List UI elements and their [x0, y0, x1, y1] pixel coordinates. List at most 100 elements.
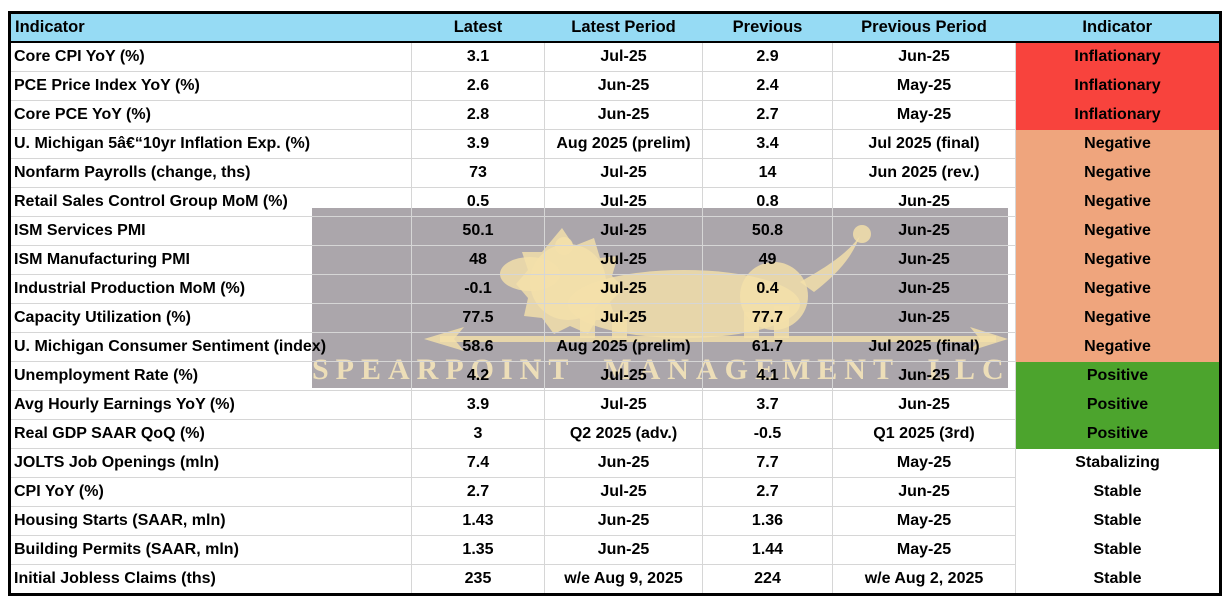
- latest-period-cell: Jul-25: [544, 390, 703, 420]
- previous-period-cell: Jul 2025 (final): [832, 332, 1016, 362]
- previous-period-cell: May-25: [832, 448, 1016, 478]
- table-wrapper: Indicator Latest Latest Period Previous …: [8, 11, 1222, 596]
- table-row: Nonfarm Payrolls (change, ths) 73 Jul-25…: [9, 158, 1221, 188]
- previous-period-cell: May-25: [832, 71, 1016, 101]
- previous-period-cell: Jun-25: [832, 303, 1016, 333]
- header-status: Indicator: [1015, 12, 1221, 43]
- table-row: Initial Jobless Claims (ths) 235 w/e Aug…: [9, 564, 1221, 595]
- status-cell: Stable: [1015, 506, 1221, 536]
- latest-period-cell: Jul-25: [544, 216, 703, 246]
- latest-period-cell: Jul-25: [544, 361, 703, 391]
- previous-period-cell: Jul 2025 (final): [832, 129, 1016, 159]
- latest-value-cell: 1.43: [411, 506, 545, 536]
- table-row: Retail Sales Control Group MoM (%) 0.5 J…: [9, 187, 1221, 217]
- table-row: Industrial Production MoM (%) -0.1 Jul-2…: [9, 274, 1221, 304]
- previous-value-cell: 61.7: [702, 332, 833, 362]
- status-cell: Negative: [1015, 216, 1221, 246]
- previous-value-cell: 2.7: [702, 477, 833, 507]
- latest-period-cell: Jul-25: [544, 477, 703, 507]
- table-row: ISM Services PMI 50.1 Jul-25 50.8 Jun-25…: [9, 216, 1221, 246]
- indicator-name-cell: CPI YoY (%): [9, 477, 412, 507]
- status-cell: Negative: [1015, 332, 1221, 362]
- economic-indicators-table: Indicator Latest Latest Period Previous …: [8, 11, 1222, 596]
- latest-value-cell: 3.9: [411, 390, 545, 420]
- previous-period-cell: Q1 2025 (3rd): [832, 419, 1016, 449]
- table-row: Building Permits (SAAR, mln) 1.35 Jun-25…: [9, 535, 1221, 565]
- status-cell: Negative: [1015, 129, 1221, 159]
- latest-value-cell: 2.7: [411, 477, 545, 507]
- previous-period-cell: w/e Aug 2, 2025: [832, 564, 1016, 595]
- latest-value-cell: 58.6: [411, 332, 545, 362]
- latest-period-cell: Jun-25: [544, 535, 703, 565]
- indicator-name-cell: Core PCE YoY (%): [9, 100, 412, 130]
- latest-period-cell: Jul-25: [544, 42, 703, 72]
- latest-period-cell: Jun-25: [544, 506, 703, 536]
- table-row: Unemployment Rate (%) 4.2 Jul-25 4.1 Jun…: [9, 361, 1221, 391]
- previous-value-cell: 3.4: [702, 129, 833, 159]
- header-indicator: Indicator: [9, 12, 412, 43]
- latest-value-cell: 48: [411, 245, 545, 275]
- latest-period-cell: Jul-25: [544, 245, 703, 275]
- previous-value-cell: 224: [702, 564, 833, 595]
- indicator-name-cell: U. Michigan 5â€“10yr Inflation Exp. (%): [9, 129, 412, 159]
- header-latest: Latest: [411, 12, 545, 43]
- previous-value-cell: 49: [702, 245, 833, 275]
- latest-period-cell: Jul-25: [544, 187, 703, 217]
- latest-value-cell: 4.2: [411, 361, 545, 391]
- table-row: Real GDP SAAR QoQ (%) 3 Q2 2025 (adv.) -…: [9, 419, 1221, 449]
- previous-period-cell: May-25: [832, 100, 1016, 130]
- status-cell: Stable: [1015, 564, 1221, 595]
- indicator-name-cell: JOLTS Job Openings (mln): [9, 448, 412, 478]
- status-cell: Negative: [1015, 158, 1221, 188]
- latest-value-cell: 7.4: [411, 448, 545, 478]
- indicator-name-cell: Core CPI YoY (%): [9, 42, 412, 72]
- indicator-name-cell: ISM Services PMI: [9, 216, 412, 246]
- latest-period-cell: Q2 2025 (adv.): [544, 419, 703, 449]
- previous-value-cell: 1.36: [702, 506, 833, 536]
- indicator-name-cell: Housing Starts (SAAR, mln): [9, 506, 412, 536]
- previous-period-cell: Jun-25: [832, 187, 1016, 217]
- indicator-name-cell: Capacity Utilization (%): [9, 303, 412, 333]
- latest-period-cell: Aug 2025 (prelim): [544, 332, 703, 362]
- previous-period-cell: Jun-25: [832, 245, 1016, 275]
- previous-value-cell: 4.1: [702, 361, 833, 391]
- table-row: Capacity Utilization (%) 77.5 Jul-25 77.…: [9, 303, 1221, 333]
- latest-period-cell: Jun-25: [544, 100, 703, 130]
- latest-value-cell: 2.6: [411, 71, 545, 101]
- table-row: Core CPI YoY (%) 3.1 Jul-25 2.9 Jun-25 I…: [9, 42, 1221, 72]
- table-row: CPI YoY (%) 2.7 Jul-25 2.7 Jun-25 Stable: [9, 477, 1221, 507]
- status-cell: Negative: [1015, 274, 1221, 304]
- header-row: Indicator Latest Latest Period Previous …: [9, 12, 1221, 43]
- previous-value-cell: -0.5: [702, 419, 833, 449]
- previous-value-cell: 3.7: [702, 390, 833, 420]
- status-cell: Negative: [1015, 303, 1221, 333]
- previous-value-cell: 0.8: [702, 187, 833, 217]
- indicator-name-cell: Avg Hourly Earnings YoY (%): [9, 390, 412, 420]
- status-cell: Negative: [1015, 245, 1221, 275]
- status-cell: Stable: [1015, 477, 1221, 507]
- status-cell: Positive: [1015, 419, 1221, 449]
- status-cell: Inflationary: [1015, 42, 1221, 72]
- previous-value-cell: 0.4: [702, 274, 833, 304]
- header-previous: Previous: [702, 12, 833, 43]
- table-row: U. Michigan Consumer Sentiment (index) 5…: [9, 332, 1221, 362]
- previous-period-cell: Jun-25: [832, 477, 1016, 507]
- previous-value-cell: 14: [702, 158, 833, 188]
- previous-period-cell: Jun-25: [832, 361, 1016, 391]
- table-row: Housing Starts (SAAR, mln) 1.43 Jun-25 1…: [9, 506, 1221, 536]
- table-row: U. Michigan 5â€“10yr Inflation Exp. (%) …: [9, 129, 1221, 159]
- previous-value-cell: 7.7: [702, 448, 833, 478]
- status-cell: Inflationary: [1015, 71, 1221, 101]
- latest-period-cell: w/e Aug 9, 2025: [544, 564, 703, 595]
- indicator-name-cell: Unemployment Rate (%): [9, 361, 412, 391]
- latest-value-cell: 50.1: [411, 216, 545, 246]
- table-row: Core PCE YoY (%) 2.8 Jun-25 2.7 May-25 I…: [9, 100, 1221, 130]
- indicator-name-cell: Building Permits (SAAR, mln): [9, 535, 412, 565]
- latest-value-cell: 73: [411, 158, 545, 188]
- status-cell: Stable: [1015, 535, 1221, 565]
- latest-value-cell: 1.35: [411, 535, 545, 565]
- indicator-name-cell: Industrial Production MoM (%): [9, 274, 412, 304]
- previous-period-cell: Jun-25: [832, 390, 1016, 420]
- previous-value-cell: 2.7: [702, 100, 833, 130]
